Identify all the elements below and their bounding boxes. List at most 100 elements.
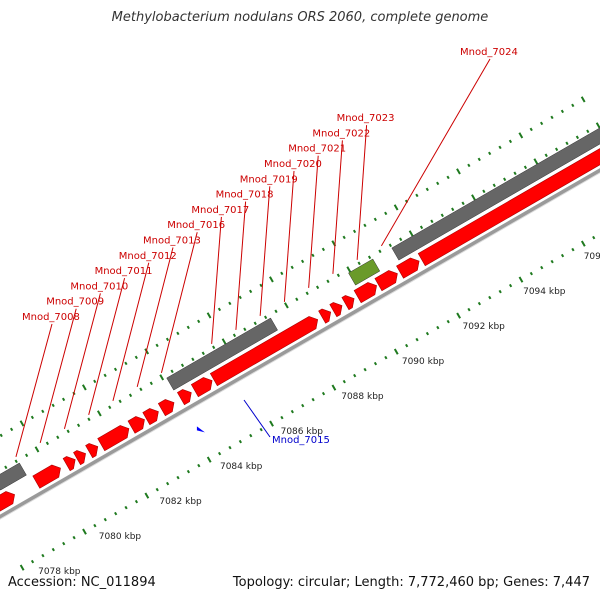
scale-tick [342, 379, 346, 384]
scale-tick [331, 384, 337, 391]
forward-gene-block [127, 416, 145, 434]
outer-tick [321, 247, 325, 252]
scale-tick [550, 259, 554, 264]
scale-tick [206, 456, 212, 463]
mid-tick [87, 417, 91, 422]
mid-tick [45, 441, 50, 446]
scale-label-7090: 7090 kbp [402, 357, 445, 367]
mid-tick [399, 237, 403, 242]
mid-tick [274, 309, 278, 314]
gene-label: Mnod_7018 [216, 190, 274, 201]
scale-tick [425, 331, 430, 336]
mid-tick [66, 429, 70, 434]
mid-tick [76, 423, 81, 428]
scale-tick [144, 492, 150, 499]
scale-label-7092: 7092 kbp [462, 322, 505, 332]
mid-tick [149, 381, 153, 386]
mid-tick [388, 243, 392, 248]
leader-line [136, 247, 174, 388]
mid-tick [378, 249, 382, 254]
scale-tick [166, 481, 170, 486]
gene-label: Mnod_7019 [240, 174, 298, 185]
scale-tick [51, 547, 55, 552]
outer-tick [290, 265, 294, 270]
outer-tick [280, 271, 284, 276]
leader-line [332, 140, 343, 274]
reverse-gene-block [196, 426, 205, 433]
outer-tick [580, 96, 586, 103]
outer-tick [113, 367, 118, 372]
outer-tick [259, 283, 263, 288]
outer-tick [228, 301, 232, 306]
leader-line [160, 232, 198, 374]
feature-layer [0, 127, 600, 512]
mid-tick [482, 189, 486, 194]
outer-tick [311, 253, 315, 258]
mid-tick [357, 261, 361, 266]
tick-layer [0, 96, 600, 571]
mid-tick [503, 177, 507, 182]
leader-line [63, 293, 101, 430]
green-feature-block [348, 258, 381, 286]
leader-line [211, 216, 222, 344]
outer-tick [217, 307, 222, 312]
outer-tick [477, 157, 481, 162]
scale-tick [529, 271, 533, 276]
map-title: Methylobacterium nodulans ORS 2060, comp… [111, 10, 489, 25]
mid-tick [336, 273, 340, 278]
grey-feature-block [0, 462, 27, 491]
mid-tick [554, 147, 559, 152]
outer-tick [373, 217, 377, 222]
mid-tick [533, 158, 539, 165]
leader-line [356, 125, 368, 260]
leader-line [15, 323, 53, 458]
scale-tick [580, 240, 586, 247]
mid-tick [212, 345, 216, 350]
leader-line [235, 201, 247, 330]
scale-tick [186, 469, 191, 474]
scale-tick [488, 295, 492, 300]
gene-label: Mnod_7008 [22, 312, 80, 323]
scale-tick [82, 528, 87, 535]
scale-tick [249, 433, 253, 438]
outer-tick [498, 145, 502, 150]
scale-tick [41, 553, 45, 558]
scale-tick [93, 523, 97, 528]
outer-tick [176, 331, 180, 336]
scale-label-7094: 7094 kbp [523, 287, 566, 297]
gene-label: Mnod_7021 [288, 144, 346, 155]
leader-line [112, 262, 150, 402]
mid-tick [232, 333, 237, 338]
gene-label-reverse: Mnod_7015 [272, 435, 330, 446]
forward-gene-block [396, 257, 420, 279]
outer-tick [393, 204, 399, 211]
scale-tick [280, 415, 284, 420]
forward-gene-block [374, 270, 398, 292]
leader-line [39, 308, 77, 444]
scale-tick [446, 319, 450, 324]
scale-tick [321, 391, 326, 396]
outer-tick [41, 409, 45, 414]
mid-tick [24, 453, 29, 458]
leader-line [88, 277, 126, 416]
mid-tick [346, 266, 352, 273]
forward-gene-block [85, 443, 99, 459]
scale-tick [560, 253, 565, 258]
scale-tick [155, 487, 159, 492]
outer-tick [571, 103, 575, 108]
gene-label: Mnod_7017 [191, 205, 249, 216]
scale-tick [384, 355, 388, 360]
scale-label-7088: 7088 kbp [341, 392, 384, 402]
gene-label: Mnod_7020 [264, 159, 322, 170]
gene-label: Mnod_7013 [143, 236, 201, 247]
mid-tick [595, 122, 600, 129]
scale-tick [353, 373, 357, 378]
scale-tick [103, 517, 107, 522]
forward-gene-block [318, 308, 332, 324]
outer-tick [238, 295, 242, 300]
scale-label-7082: 7082 kbp [159, 497, 202, 507]
forward-gene-block [353, 282, 377, 304]
outer-tick [539, 121, 544, 126]
mid-tick [221, 338, 227, 345]
outer-tick [518, 132, 524, 139]
